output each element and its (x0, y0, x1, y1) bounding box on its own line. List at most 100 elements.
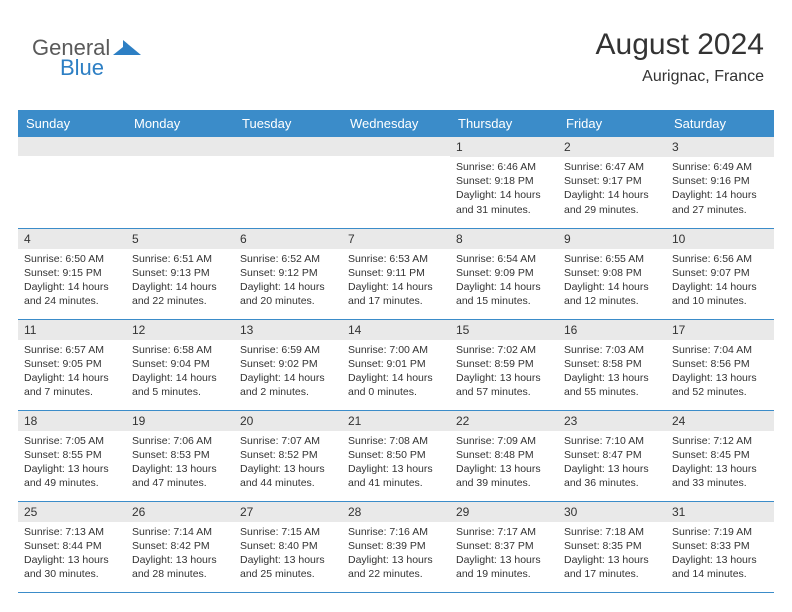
sunrise-text: Sunrise: 6:51 AM (132, 252, 228, 266)
day-number: 27 (234, 502, 342, 522)
sunrise-text: Sunrise: 6:54 AM (456, 252, 552, 266)
sunset-text: Sunset: 9:17 PM (564, 174, 660, 188)
sunrise-text: Sunrise: 7:06 AM (132, 434, 228, 448)
day-details: Sunrise: 6:49 AMSunset: 9:16 PMDaylight:… (666, 157, 774, 220)
sunrise-text: Sunrise: 7:12 AM (672, 434, 768, 448)
daylight-text: Daylight: 13 hours and 30 minutes. (24, 553, 120, 581)
sunset-text: Sunset: 9:04 PM (132, 357, 228, 371)
sunset-text: Sunset: 8:42 PM (132, 539, 228, 553)
day-number: 21 (342, 411, 450, 431)
day-number: 17 (666, 320, 774, 340)
calendar-cell (18, 137, 126, 228)
sunset-text: Sunset: 8:56 PM (672, 357, 768, 371)
sunset-text: Sunset: 8:53 PM (132, 448, 228, 462)
sunrise-text: Sunrise: 6:58 AM (132, 343, 228, 357)
calendar-cell: 11Sunrise: 6:57 AMSunset: 9:05 PMDayligh… (18, 319, 126, 410)
day-details: Sunrise: 7:19 AMSunset: 8:33 PMDaylight:… (666, 522, 774, 585)
calendar-cell: 12Sunrise: 6:58 AMSunset: 9:04 PMDayligh… (126, 319, 234, 410)
day-details: Sunrise: 7:07 AMSunset: 8:52 PMDaylight:… (234, 431, 342, 494)
sunrise-text: Sunrise: 7:00 AM (348, 343, 444, 357)
calendar-cell: 2Sunrise: 6:47 AMSunset: 9:17 PMDaylight… (558, 137, 666, 228)
day-number: 24 (666, 411, 774, 431)
daylight-text: Daylight: 14 hours and 10 minutes. (672, 280, 768, 308)
daylight-text: Daylight: 13 hours and 28 minutes. (132, 553, 228, 581)
calendar-cell: 7Sunrise: 6:53 AMSunset: 9:11 PMDaylight… (342, 228, 450, 319)
day-number: 30 (558, 502, 666, 522)
daylight-text: Daylight: 14 hours and 27 minutes. (672, 188, 768, 216)
sunset-text: Sunset: 8:44 PM (24, 539, 120, 553)
day-header: Sunday (18, 110, 126, 137)
day-details: Sunrise: 6:55 AMSunset: 9:08 PMDaylight:… (558, 249, 666, 312)
sunrise-text: Sunrise: 7:03 AM (564, 343, 660, 357)
day-details: Sunrise: 7:15 AMSunset: 8:40 PMDaylight:… (234, 522, 342, 585)
day-number: 10 (666, 229, 774, 249)
day-number: 23 (558, 411, 666, 431)
day-header: Friday (558, 110, 666, 137)
sunset-text: Sunset: 8:45 PM (672, 448, 768, 462)
day-details: Sunrise: 7:06 AMSunset: 8:53 PMDaylight:… (126, 431, 234, 494)
sunset-text: Sunset: 8:52 PM (240, 448, 336, 462)
day-number: 13 (234, 320, 342, 340)
empty-day-band (126, 137, 234, 156)
sunrise-text: Sunrise: 6:52 AM (240, 252, 336, 266)
logo-blue-wrap: Blue (60, 55, 104, 81)
calendar-cell: 10Sunrise: 6:56 AMSunset: 9:07 PMDayligh… (666, 228, 774, 319)
daylight-text: Daylight: 13 hours and 57 minutes. (456, 371, 552, 399)
calendar-cell: 14Sunrise: 7:00 AMSunset: 9:01 PMDayligh… (342, 319, 450, 410)
daylight-text: Daylight: 13 hours and 36 minutes. (564, 462, 660, 490)
sunrise-text: Sunrise: 6:56 AM (672, 252, 768, 266)
day-details: Sunrise: 7:04 AMSunset: 8:56 PMDaylight:… (666, 340, 774, 403)
sunset-text: Sunset: 8:33 PM (672, 539, 768, 553)
page-title: August 2024 (596, 28, 764, 62)
day-number: 29 (450, 502, 558, 522)
calendar-cell: 5Sunrise: 6:51 AMSunset: 9:13 PMDaylight… (126, 228, 234, 319)
daylight-text: Daylight: 13 hours and 17 minutes. (564, 553, 660, 581)
calendar-cell (234, 137, 342, 228)
calendar-cell: 13Sunrise: 6:59 AMSunset: 9:02 PMDayligh… (234, 319, 342, 410)
day-number: 15 (450, 320, 558, 340)
day-number: 2 (558, 137, 666, 157)
sunset-text: Sunset: 8:40 PM (240, 539, 336, 553)
daylight-text: Daylight: 13 hours and 47 minutes. (132, 462, 228, 490)
sunrise-text: Sunrise: 6:49 AM (672, 160, 768, 174)
day-number: 22 (450, 411, 558, 431)
sunrise-text: Sunrise: 7:05 AM (24, 434, 120, 448)
logo-text-blue: Blue (60, 55, 104, 80)
empty-day-band (18, 137, 126, 156)
calendar-cell: 25Sunrise: 7:13 AMSunset: 8:44 PMDayligh… (18, 501, 126, 592)
sunset-text: Sunset: 8:48 PM (456, 448, 552, 462)
calendar-cell: 4Sunrise: 6:50 AMSunset: 9:15 PMDaylight… (18, 228, 126, 319)
daylight-text: Daylight: 14 hours and 2 minutes. (240, 371, 336, 399)
day-header: Saturday (666, 110, 774, 137)
daylight-text: Daylight: 14 hours and 12 minutes. (564, 280, 660, 308)
daylight-text: Daylight: 13 hours and 14 minutes. (672, 553, 768, 581)
day-details: Sunrise: 6:52 AMSunset: 9:12 PMDaylight:… (234, 249, 342, 312)
day-header: Monday (126, 110, 234, 137)
daylight-text: Daylight: 14 hours and 5 minutes. (132, 371, 228, 399)
calendar-cell: 28Sunrise: 7:16 AMSunset: 8:39 PMDayligh… (342, 501, 450, 592)
day-details: Sunrise: 6:53 AMSunset: 9:11 PMDaylight:… (342, 249, 450, 312)
calendar-cell: 20Sunrise: 7:07 AMSunset: 8:52 PMDayligh… (234, 410, 342, 501)
day-details: Sunrise: 7:03 AMSunset: 8:58 PMDaylight:… (558, 340, 666, 403)
daylight-text: Daylight: 13 hours and 19 minutes. (456, 553, 552, 581)
calendar-cell: 21Sunrise: 7:08 AMSunset: 8:50 PMDayligh… (342, 410, 450, 501)
empty-day-band (234, 137, 342, 156)
calendar-row: 1Sunrise: 6:46 AMSunset: 9:18 PMDaylight… (18, 137, 774, 228)
sunset-text: Sunset: 9:01 PM (348, 357, 444, 371)
logo: General Blue (32, 35, 143, 61)
day-details: Sunrise: 6:59 AMSunset: 9:02 PMDaylight:… (234, 340, 342, 403)
page-location: Aurignac, France (596, 68, 764, 86)
day-details: Sunrise: 7:13 AMSunset: 8:44 PMDaylight:… (18, 522, 126, 585)
sunrise-text: Sunrise: 7:19 AM (672, 525, 768, 539)
sunrise-text: Sunrise: 6:59 AM (240, 343, 336, 357)
day-details: Sunrise: 7:08 AMSunset: 8:50 PMDaylight:… (342, 431, 450, 494)
daylight-text: Daylight: 13 hours and 22 minutes. (348, 553, 444, 581)
day-details: Sunrise: 7:14 AMSunset: 8:42 PMDaylight:… (126, 522, 234, 585)
calendar-row: 11Sunrise: 6:57 AMSunset: 9:05 PMDayligh… (18, 319, 774, 410)
day-number: 3 (666, 137, 774, 157)
day-number: 6 (234, 229, 342, 249)
calendar-cell: 26Sunrise: 7:14 AMSunset: 8:42 PMDayligh… (126, 501, 234, 592)
day-details: Sunrise: 7:16 AMSunset: 8:39 PMDaylight:… (342, 522, 450, 585)
day-number: 9 (558, 229, 666, 249)
sunrise-text: Sunrise: 7:17 AM (456, 525, 552, 539)
